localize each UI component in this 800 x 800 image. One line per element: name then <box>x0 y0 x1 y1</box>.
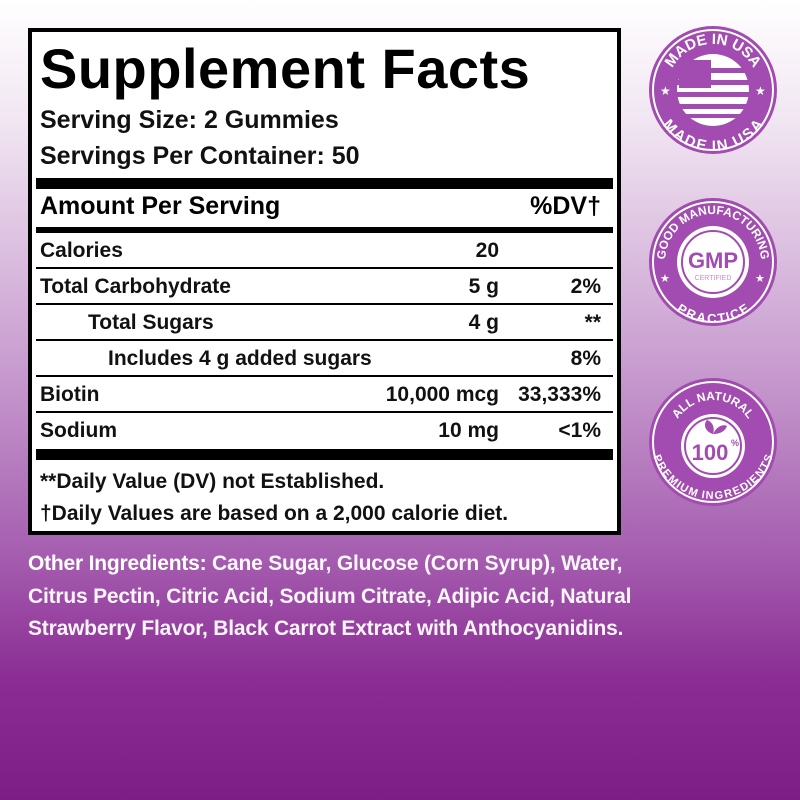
thick-divider <box>36 449 613 460</box>
nutrient-amount: 10,000 mcg <box>385 383 499 406</box>
percent-text: % <box>731 438 739 448</box>
nutrient-row: Biotin 10,000 mcg 33,333% <box>36 377 613 413</box>
nutrient-amount: 10 mg <box>438 419 499 442</box>
nutrient-name: Total Sugars <box>88 311 214 334</box>
svg-text:★: ★ <box>755 273 765 285</box>
nutrient-row: Total Sugars 4 g ** <box>36 305 613 341</box>
nutrient-name: Includes 4 g added sugars <box>108 347 372 370</box>
all-natural-badge: 100 % ALL NATURAL PREMIUM INGREDIENTS <box>649 378 777 506</box>
nutrient-row: Total Carbohydrate 5 g 2% <box>36 269 613 305</box>
svg-text:★: ★ <box>660 273 670 285</box>
footnote-dv-not-established: **Daily Value (DV) not Established. <box>40 470 385 493</box>
footnote-daily-values: †Daily Values are based on a 2,000 calor… <box>40 502 509 525</box>
other-ingredients: Other Ingredients: Cane Sugar, Glucose (… <box>28 548 648 646</box>
nutrient-dv: 2% <box>570 275 601 298</box>
leaf-icon <box>705 420 727 434</box>
nutrient-name: Calories <box>40 239 123 262</box>
svg-text:★: ★ <box>755 84 766 98</box>
nutrient-row: Sodium 10 mg <1% <box>36 413 613 449</box>
nutrient-name: Total Carbohydrate <box>40 275 231 298</box>
nutrient-dv: ** <box>584 311 601 334</box>
nutrient-amount: 4 g <box>468 311 499 334</box>
gmp-certified-badge: GMP CERTIFIED GOOD MANUFACTURING PRACTIC… <box>649 198 777 326</box>
dv-header: %DV† <box>530 192 601 220</box>
nutrient-amount: 20 <box>475 239 499 262</box>
svg-text:★: ★ <box>660 84 671 98</box>
us-flag-icon <box>677 60 749 118</box>
ingredients-label: Other Ingredients: <box>28 552 207 575</box>
ingredients-text: Cane Sugar, Glucose (Corn Syrup), Water,… <box>28 552 632 640</box>
serving-size: Serving Size: 2 Gummies <box>40 106 339 134</box>
thick-divider <box>36 178 613 189</box>
servings-per-container: Servings Per Container: 50 <box>40 142 360 170</box>
gmp-text: GMP <box>688 248 738 273</box>
nutrient-dv: <1% <box>558 419 601 442</box>
supplement-facts-panel: Supplement Facts Serving Size: 2 Gummies… <box>28 28 621 535</box>
hundred-text: 100 <box>692 440 729 465</box>
medium-divider <box>36 227 613 233</box>
nutrient-amount: 5 g <box>468 275 499 298</box>
nutrient-row: Calories 20 <box>36 233 613 269</box>
certified-text: CERTIFIED <box>695 275 732 282</box>
nutrient-name: Biotin <box>40 383 100 406</box>
made-in-usa-badge: MADE IN USA MADE IN USA ★ ★ <box>649 26 777 155</box>
nutrient-dv: 33,333% <box>518 383 601 406</box>
amount-header-row: Amount Per Serving %DV† <box>36 192 613 222</box>
amount-per-serving-header: Amount Per Serving <box>40 192 281 220</box>
nutrient-row: Includes 4 g added sugars 8% <box>36 341 613 377</box>
panel-title: Supplement Facts <box>40 37 531 100</box>
nutrient-dv: 8% <box>570 347 601 370</box>
nutrient-name: Sodium <box>40 419 117 442</box>
